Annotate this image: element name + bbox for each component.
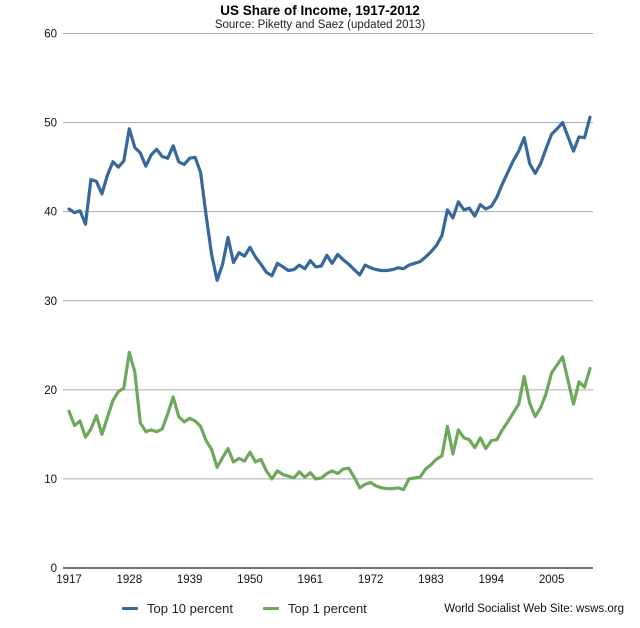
chart-legend: Top 10 percent Top 1 percent xyxy=(122,601,367,616)
x-tick-label-1972: 1972 xyxy=(358,574,384,586)
y-tick-label-20: 20 xyxy=(44,385,57,397)
y-tick-label-0: 0 xyxy=(51,563,57,575)
chart-subtitle: Source: Piketty and Saez (updated 2013) xyxy=(214,19,426,31)
legend-item-top1: Top 1 percent xyxy=(263,601,367,616)
x-tick-label-1983: 1983 xyxy=(418,574,444,586)
y-tick-label-40: 40 xyxy=(44,207,57,219)
x-tick-label-1928: 1928 xyxy=(117,574,143,586)
x-tick-label-1917: 1917 xyxy=(56,574,82,586)
series-line-top-10-percent xyxy=(67,115,592,282)
x-tick-label-1939: 1939 xyxy=(177,574,203,586)
y-tick-label-60: 60 xyxy=(44,29,57,41)
top1-line-swatch-icon xyxy=(263,607,280,610)
x-tick-label-1961: 1961 xyxy=(298,574,324,586)
source-credit: World Socialist Web Site: wsws.org xyxy=(444,603,624,615)
x-tick-label-2005: 2005 xyxy=(539,574,565,586)
legend-label-top1: Top 1 percent xyxy=(288,601,367,616)
y-tick-label-10: 10 xyxy=(44,474,57,486)
y-tick-label-50: 50 xyxy=(44,118,57,130)
legend-item-top10: Top 10 percent xyxy=(122,601,233,616)
top10-line-swatch-icon xyxy=(122,607,138,610)
x-tick-label-1994: 1994 xyxy=(478,574,504,586)
y-tick-label-30: 30 xyxy=(44,296,57,308)
x-tick-label-1950: 1950 xyxy=(237,574,263,586)
chart-title: US Share of Income, 1917-2012 xyxy=(220,3,420,18)
series-line-top-1-percent xyxy=(67,350,592,492)
legend-label-top10: Top 10 percent xyxy=(147,601,234,616)
